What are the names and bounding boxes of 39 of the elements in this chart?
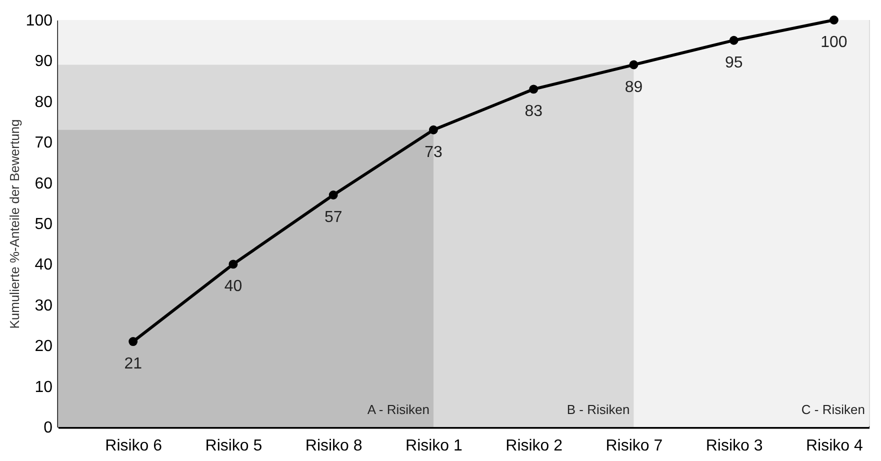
y-tick-label: 20: [34, 338, 53, 356]
y-tick-label: 40: [34, 256, 53, 274]
x-tick-label: Risiko 4: [806, 438, 864, 454]
x-tick-label: Risiko 5: [205, 438, 262, 454]
point: [328, 190, 338, 200]
point: [128, 337, 138, 346]
point: [529, 84, 538, 94]
point: [629, 60, 638, 70]
y-tick-label: 50: [34, 216, 53, 233]
band-label: A - Risiken: [367, 402, 430, 417]
y-tick-label: 90: [34, 53, 53, 70]
y-tick-label: 0: [44, 420, 53, 436]
y-tick-label: 60: [34, 175, 53, 192]
x-tick-label: Risiko 2: [506, 438, 563, 454]
x-tick-label: Risiko 8: [305, 438, 362, 454]
point: [829, 16, 838, 24]
y-tick-label: 10: [34, 378, 53, 396]
y-tick-label: 100: [26, 12, 53, 30]
x-tick-label: Risiko 6: [105, 438, 162, 454]
data-label: 89: [624, 78, 643, 96]
data-label: 100: [820, 34, 848, 51]
y-tick-label: 70: [34, 134, 53, 152]
point: [228, 260, 238, 269]
point: [428, 125, 438, 134]
y-tick-label: 80: [34, 94, 53, 111]
y-axis-title: Kumulierte %-Anteile der Bewertung: [6, 119, 22, 329]
band-label: B - Risiken: [566, 402, 630, 417]
data-label: 57: [324, 209, 342, 226]
data-label: 40: [224, 278, 242, 296]
y-tick-label: 30: [34, 297, 53, 314]
x-tick-label: Risiko 3: [706, 438, 763, 454]
data-label: 21: [124, 356, 142, 373]
data-label: 95: [724, 54, 743, 72]
data-label: 83: [524, 103, 543, 120]
band-label: C - Risiken: [801, 402, 865, 417]
x-tick-label: Risiko 1: [406, 438, 463, 454]
x-tick-label: Risiko 7: [606, 438, 663, 454]
data-label: 73: [424, 144, 442, 161]
point: [729, 36, 738, 45]
